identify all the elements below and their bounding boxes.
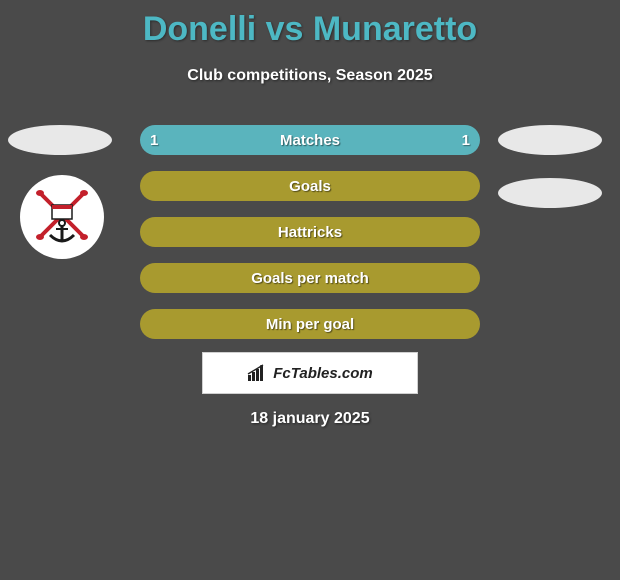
stat-row-matches: 1 Matches 1: [0, 125, 620, 171]
page-title: Donelli vs Munaretto: [0, 0, 620, 49]
player-right-marker: [498, 178, 602, 208]
stat-label: Goals per match: [251, 270, 369, 287]
stat-label: Goals: [289, 178, 331, 195]
stat-row-goals-per-match: Goals per match: [0, 263, 620, 309]
brand-attribution[interactable]: FcTables.com: [202, 352, 418, 394]
stat-label: Matches: [280, 132, 340, 149]
player-left-marker: [8, 125, 112, 155]
report-date: 18 january 2025: [0, 410, 620, 428]
stat-right-value: 1: [462, 132, 470, 149]
stat-bar: Goals: [140, 171, 480, 201]
stat-row-min-per-goal: Min per goal: [0, 309, 620, 355]
brand-name: FcTables.com: [273, 365, 372, 382]
stat-label: Hattricks: [278, 224, 342, 241]
stat-left-value: 1: [150, 132, 158, 149]
player-right-marker: [498, 125, 602, 155]
bar-chart-icon: [247, 364, 269, 382]
team-logo-left: [20, 175, 104, 259]
stat-label: Min per goal: [266, 316, 354, 333]
stat-bar: 1 Matches 1: [140, 125, 480, 155]
stat-bar: Goals per match: [140, 263, 480, 293]
corinthians-logo-icon: [30, 185, 94, 249]
subtitle: Club competitions, Season 2025: [0, 67, 620, 85]
stat-bar: Hattricks: [140, 217, 480, 247]
stat-bar: Min per goal: [140, 309, 480, 339]
comparison-table: 1 Matches 1 Goals Hattricks Goals per ma…: [0, 125, 620, 355]
